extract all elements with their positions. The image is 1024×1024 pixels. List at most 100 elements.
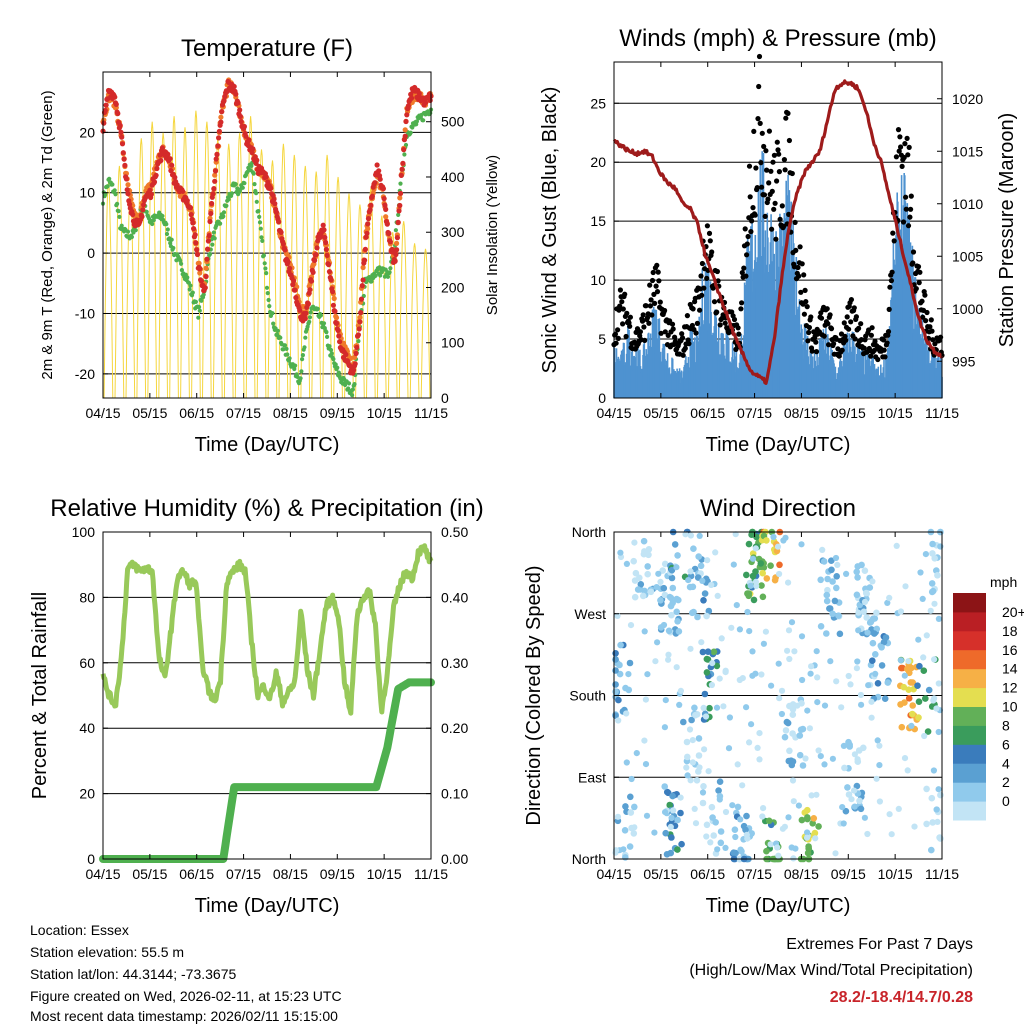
gust-point bbox=[649, 277, 656, 284]
created-text: Figure created on Wed, 2026-02-11, at 15… bbox=[30, 988, 342, 1004]
direction-point bbox=[847, 681, 854, 688]
temp-point bbox=[208, 210, 214, 217]
gust-point bbox=[738, 306, 744, 312]
gust-point bbox=[717, 322, 723, 328]
direction-point bbox=[739, 782, 746, 789]
direction-point bbox=[774, 844, 781, 851]
x-tick-label: 09/15 bbox=[320, 405, 355, 421]
direction-point bbox=[886, 811, 893, 818]
gust-point bbox=[622, 291, 628, 297]
direction-point bbox=[752, 545, 759, 552]
direction-point bbox=[776, 570, 783, 578]
gust-point bbox=[709, 249, 715, 255]
direction-point bbox=[829, 578, 836, 585]
direction-point bbox=[763, 575, 771, 582]
dewpoint-point bbox=[308, 310, 313, 315]
direction-point bbox=[749, 648, 756, 655]
direction-point bbox=[687, 645, 694, 652]
temp-point bbox=[209, 200, 215, 207]
gust-point bbox=[777, 216, 783, 222]
dewpoint-point bbox=[107, 176, 112, 181]
direction-point bbox=[857, 805, 865, 813]
dewpoint-point bbox=[303, 335, 308, 340]
temp-point bbox=[313, 252, 319, 258]
gust-point bbox=[886, 306, 892, 312]
gust-point bbox=[828, 326, 835, 332]
direction-point bbox=[708, 581, 715, 589]
dewpoint-point bbox=[150, 221, 155, 227]
direction-point bbox=[668, 834, 675, 841]
direction-point bbox=[836, 630, 844, 638]
direction-point bbox=[814, 699, 821, 706]
dewpoint-point bbox=[331, 357, 336, 362]
direction-point bbox=[680, 718, 687, 726]
gust-point bbox=[776, 169, 783, 175]
x-tick-label: 07/15 bbox=[737, 866, 772, 882]
gust-point bbox=[690, 306, 696, 312]
temp-point bbox=[212, 178, 218, 184]
temp-point bbox=[238, 119, 244, 125]
direction-point bbox=[930, 767, 938, 774]
temp-point bbox=[374, 162, 380, 168]
gust-point bbox=[930, 337, 936, 343]
y2-tick-label: 0.10 bbox=[441, 786, 468, 802]
direction-point bbox=[678, 840, 685, 848]
direction-point bbox=[704, 557, 711, 564]
temp-point bbox=[271, 196, 277, 202]
gust-point bbox=[652, 300, 658, 306]
dewpoint-point bbox=[298, 376, 303, 381]
y2-tick-label: 0.40 bbox=[441, 589, 468, 605]
direction-point bbox=[694, 613, 701, 621]
direction-point bbox=[815, 823, 822, 830]
direction-point bbox=[729, 802, 736, 809]
direction-point bbox=[888, 831, 895, 838]
direction-point bbox=[810, 815, 818, 822]
direction-point bbox=[935, 728, 942, 736]
direction-point bbox=[667, 602, 675, 610]
temp-point bbox=[397, 195, 403, 201]
y-tick-label: 0 bbox=[87, 245, 95, 261]
direction-point bbox=[633, 750, 640, 757]
gust-point bbox=[698, 273, 704, 279]
gust-point bbox=[641, 324, 647, 330]
gust-point bbox=[932, 341, 938, 347]
direction-point bbox=[848, 796, 855, 803]
direction-point bbox=[920, 667, 928, 674]
temp-point bbox=[330, 302, 336, 308]
direction-point bbox=[710, 832, 717, 839]
x-axis-label: Time (Day/UTC) bbox=[706, 895, 851, 917]
temp-point bbox=[308, 278, 315, 284]
temp-point bbox=[216, 135, 222, 141]
dewpoint-point bbox=[233, 182, 238, 187]
direction-point bbox=[834, 561, 841, 569]
direction-point bbox=[722, 844, 729, 852]
plot-frame bbox=[102, 71, 432, 399]
temp-point bbox=[280, 241, 286, 247]
temp-point bbox=[400, 160, 406, 166]
direction-point bbox=[826, 605, 834, 612]
dewpoint-point bbox=[287, 356, 292, 361]
direction-point bbox=[634, 586, 642, 593]
temp-point bbox=[196, 260, 202, 266]
gust-point bbox=[802, 287, 808, 293]
colorbar-label: 0 bbox=[1002, 793, 1010, 809]
x-tick-label: 07/15 bbox=[226, 405, 261, 421]
dewpoint-point bbox=[267, 304, 272, 309]
direction-point bbox=[931, 600, 938, 607]
gust-point bbox=[669, 321, 676, 327]
direction-point bbox=[781, 733, 789, 741]
dewpoint-point bbox=[212, 236, 217, 241]
gust-point bbox=[813, 339, 819, 345]
direction-point bbox=[661, 591, 669, 599]
direction-point bbox=[703, 612, 710, 620]
direction-point bbox=[900, 683, 908, 691]
direction-point bbox=[785, 814, 792, 821]
direction-point bbox=[911, 823, 918, 830]
direction-point bbox=[934, 572, 941, 579]
gust-point bbox=[711, 299, 718, 305]
direction-point bbox=[789, 777, 797, 784]
direction-point bbox=[874, 737, 881, 744]
direction-point bbox=[636, 574, 643, 582]
temp-point bbox=[382, 202, 388, 208]
chart-title: Relative Humidity (%) & Precipitation (i… bbox=[50, 495, 483, 522]
